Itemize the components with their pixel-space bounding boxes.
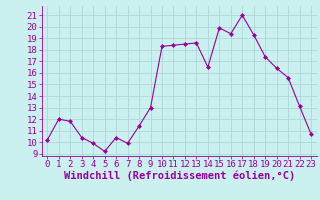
X-axis label: Windchill (Refroidissement éolien,°C): Windchill (Refroidissement éolien,°C) <box>64 171 295 181</box>
